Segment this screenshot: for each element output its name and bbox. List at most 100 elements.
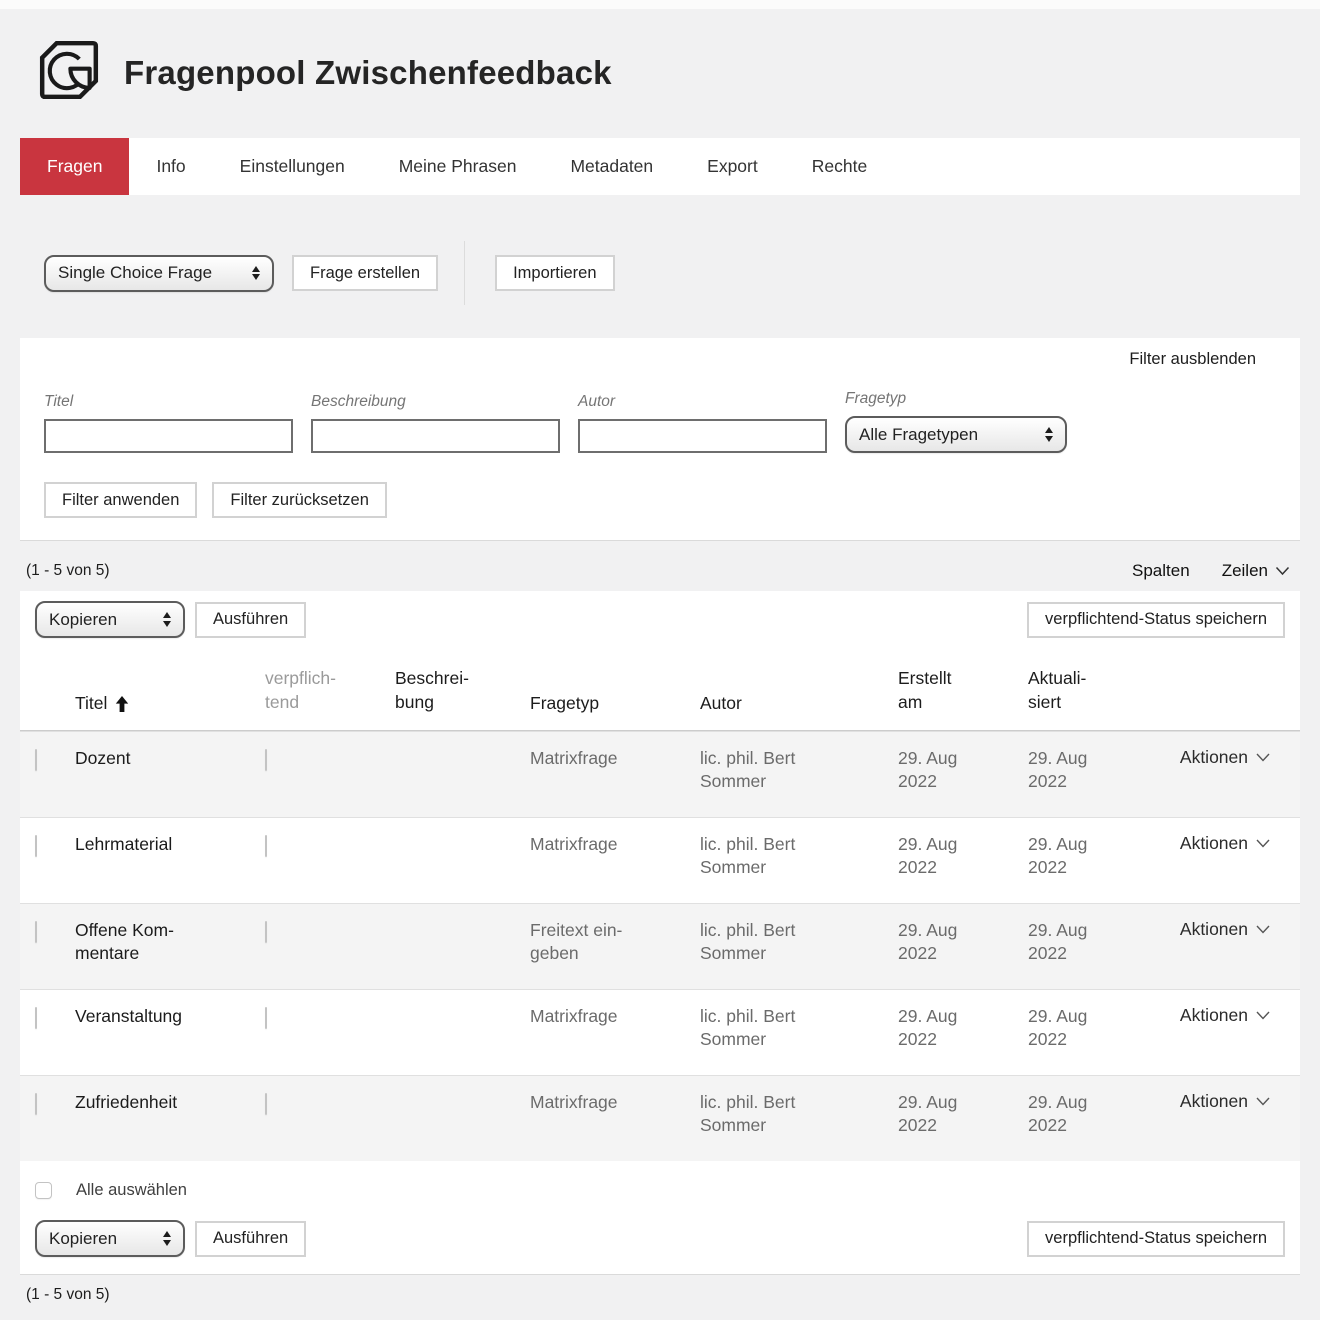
verpflichtend-checkbox[interactable]: [265, 1093, 267, 1115]
row-beschreibung: [395, 919, 530, 975]
verpflichtend-checkbox[interactable]: [265, 921, 267, 943]
verpflichtend-checkbox[interactable]: [265, 749, 267, 771]
chevron-down-icon: [1256, 925, 1270, 934]
tab-rechte[interactable]: Rechte: [811, 156, 868, 176]
select-all-row: Alle auswählen: [20, 1161, 1300, 1206]
column-header-beschreibung[interactable]: Beschrei- bung: [395, 668, 469, 712]
column-header-titel[interactable]: Titel: [75, 693, 265, 714]
row-erstellt-am: 29. Aug 2022: [898, 834, 958, 878]
filter-fields: Titel Beschreibung Autor Fragetyp Alle F…: [44, 390, 1256, 453]
tab-metadaten[interactable]: Metadaten: [570, 156, 654, 176]
chevron-down-icon: [1256, 839, 1270, 848]
row-titel: Veranstaltung: [75, 1006, 183, 1026]
select-stepper-icon: [1045, 427, 1053, 442]
browser-top-strip: [0, 0, 1320, 9]
row-fragetyp: Matrixfrage: [530, 834, 618, 854]
row-beschreibung: [395, 1091, 530, 1147]
reset-filter-button[interactable]: Filter zurücksetzen: [212, 482, 387, 518]
result-count-bottom: (1 - 5 von 5): [26, 1286, 110, 1303]
zeilen-link[interactable]: Zeilen: [1222, 561, 1290, 581]
column-header-aktualisiert[interactable]: Aktuali- siert: [1028, 668, 1087, 712]
save-status-button[interactable]: verpflichtend-Status speichern: [1027, 601, 1285, 638]
bulk-action-select[interactable]: Kopieren: [35, 601, 185, 638]
question-table-panel: Kopieren Ausführen verpflichtend-Status …: [20, 591, 1300, 1275]
tab-export[interactable]: Export: [707, 156, 758, 176]
select-all-checkbox[interactable]: [35, 1182, 52, 1199]
titel-input[interactable]: [44, 419, 293, 453]
tab-einstellungen[interactable]: Einstellungen: [239, 156, 345, 176]
row-titel: Lehrmaterial: [75, 834, 173, 854]
apply-filter-button[interactable]: Filter anwenden: [44, 482, 198, 518]
sort-ascending-icon: [116, 695, 129, 712]
row-autor: lic. phil. Bert Sommer: [700, 1092, 796, 1136]
beschreibung-label: Beschreibung: [311, 393, 406, 410]
table-toolbar-bottom: Kopieren Ausführen verpflichtend-Status …: [20, 1206, 1300, 1274]
chevron-down-icon: [1256, 753, 1270, 762]
create-question-button[interactable]: Frage erstellen: [292, 255, 439, 291]
autor-label: Autor: [578, 393, 616, 410]
save-status-button[interactable]: verpflichtend-Status speichern: [1027, 1220, 1285, 1257]
row-aktualisiert: 29. Aug 2022: [1028, 920, 1088, 964]
bulk-action-select[interactable]: Kopieren: [35, 1220, 185, 1257]
row-erstellt-am: 29. Aug 2022: [898, 920, 958, 964]
beschreibung-input[interactable]: [311, 419, 560, 453]
tab-meine-phrasen[interactable]: Meine Phrasen: [398, 156, 517, 176]
row-select-checkbox[interactable]: [35, 1093, 37, 1115]
filter-panel: Filter ausblenden Titel Beschreibung Aut…: [20, 338, 1300, 541]
row-select-checkbox[interactable]: [35, 921, 37, 943]
page-title: Fragenpool Zwischenfeedback: [124, 53, 612, 91]
row-actions-menu[interactable]: Aktionen: [1180, 833, 1270, 854]
fragetyp-select[interactable]: Alle Fragetypen: [845, 416, 1067, 453]
column-header-verpflichtend[interactable]: verpflich- tend: [265, 668, 336, 712]
row-fragetyp: Freitext ein- geben: [530, 920, 623, 964]
row-titel: Dozent: [75, 748, 131, 768]
row-select-checkbox[interactable]: [35, 1007, 37, 1029]
question-type-select[interactable]: Single Choice Frage: [44, 254, 274, 292]
row-erstellt-am: 29. Aug 2022: [898, 1006, 958, 1050]
create-bar: Single Choice Frage Frage erstellen Impo…: [44, 241, 1300, 305]
filter-field-autor: Autor: [578, 393, 827, 453]
titel-label: Titel: [44, 393, 74, 410]
table-header-row: Titel verpflich- tend Beschrei- bung Fra…: [20, 647, 1300, 731]
row-actions-menu[interactable]: Aktionen: [1180, 919, 1270, 940]
filter-buttons: Filter anwenden Filter zurücksetzen: [44, 482, 1256, 518]
column-header-autor[interactable]: Autor: [700, 693, 742, 713]
chevron-down-icon: [1256, 1097, 1270, 1106]
row-beschreibung: [395, 1005, 530, 1061]
chevron-down-icon: [1256, 1011, 1270, 1020]
list-meta: (1 - 5 von 5) Spalten Zeilen: [26, 561, 1290, 581]
tab-bar: Fragen Info Einstellungen Meine Phrasen …: [20, 138, 1300, 195]
row-actions-menu[interactable]: Aktionen: [1180, 1005, 1270, 1026]
import-button[interactable]: Importieren: [495, 255, 615, 291]
verpflichtend-checkbox[interactable]: [265, 835, 267, 857]
row-autor: lic. phil. Bert Sommer: [700, 834, 796, 878]
tab-fragen[interactable]: Fragen: [20, 138, 130, 195]
execute-button[interactable]: Ausführen: [195, 601, 307, 638]
chevron-down-icon: [1275, 566, 1290, 576]
list-view-links: Spalten Zeilen: [1132, 561, 1290, 581]
tab-info[interactable]: Info: [156, 156, 186, 176]
row-select-checkbox[interactable]: [35, 749, 37, 771]
select-stepper-icon: [163, 612, 171, 627]
row-actions-menu[interactable]: Aktionen: [1180, 747, 1270, 768]
toolbar-divider: [464, 241, 466, 305]
result-count-top: (1 - 5 von 5): [26, 562, 110, 579]
row-erstellt-am: 29. Aug 2022: [898, 1092, 958, 1136]
fragetyp-label: Fragetyp: [845, 390, 907, 407]
app-logo-icon: [36, 37, 102, 108]
autor-input[interactable]: [578, 419, 827, 453]
row-beschreibung: [395, 747, 530, 803]
filter-field-titel: Titel: [44, 393, 293, 453]
verpflichtend-checkbox[interactable]: [265, 1007, 267, 1029]
row-select-checkbox[interactable]: [35, 835, 37, 857]
row-actions-menu[interactable]: Aktionen: [1180, 1091, 1270, 1112]
row-aktualisiert: 29. Aug 2022: [1028, 1092, 1088, 1136]
execute-button[interactable]: Ausführen: [195, 1220, 307, 1257]
column-header-erstellt-am[interactable]: Erstellt am: [898, 668, 952, 712]
table-toolbar-top: Kopieren Ausführen verpflichtend-Status …: [20, 591, 1300, 647]
spalten-link[interactable]: Spalten: [1132, 561, 1190, 580]
hide-filter-link[interactable]: Filter ausblenden: [1129, 350, 1256, 368]
select-stepper-icon: [163, 1231, 171, 1246]
column-header-fragetyp[interactable]: Fragetyp: [530, 693, 600, 713]
row-autor: lic. phil. Bert Sommer: [700, 1006, 796, 1050]
